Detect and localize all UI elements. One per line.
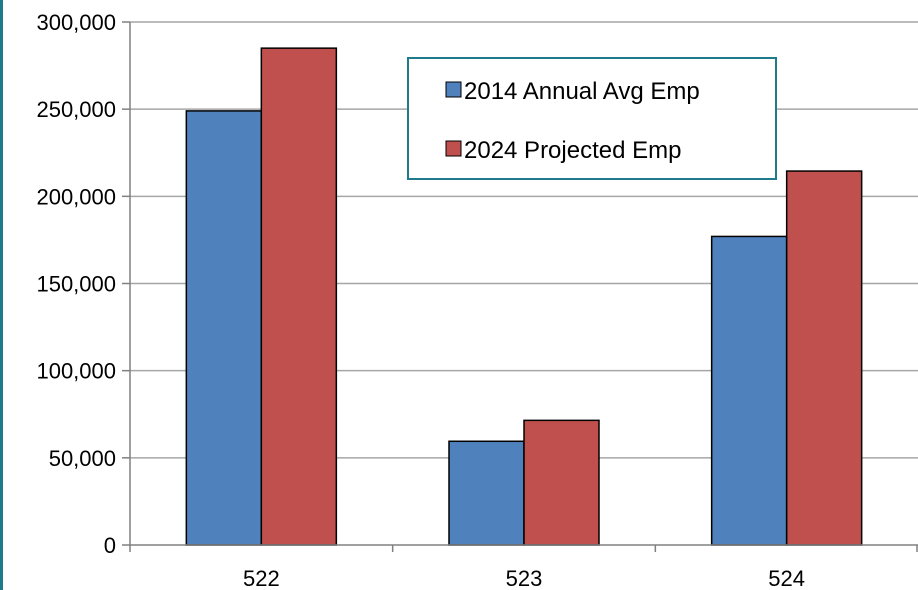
bar-series2-522 [260, 47, 338, 546]
bar-series1-524 [710, 235, 788, 546]
x-tick-label: 524 [768, 566, 805, 590]
legend-label: 2014 Annual Avg Emp [464, 78, 700, 105]
bar-series1-522 [185, 110, 263, 546]
y-tick-label: 250,000 [36, 97, 116, 122]
x-tick-label: 522 [243, 566, 280, 590]
y-tick-label: 0 [104, 533, 116, 558]
y-tick-label: 200,000 [36, 184, 116, 209]
y-tick-label: 100,000 [36, 359, 116, 384]
y-tick-label: 50,000 [49, 446, 116, 471]
x-tick-label: 523 [506, 566, 543, 590]
bar-series2-523 [523, 419, 600, 546]
frame-edge [0, 0, 3, 590]
bars [185, 47, 863, 546]
axes: 0 50,000 100,000 150,000 200,000 250,000 300,0… [36, 10, 918, 590]
bar-series2-524 [785, 170, 863, 546]
legend-box [407, 57, 777, 180]
y-tick-label: 300,000 [36, 10, 116, 35]
legend-swatch [445, 140, 462, 157]
legend-swatch [445, 81, 462, 98]
legend: 2014 Annual Avg Emp 2024 Projected Emp [407, 57, 777, 180]
legend-label: 2024 Projected Emp [464, 137, 681, 164]
bar-series1-523 [448, 440, 525, 546]
y-tick-label: 150,000 [36, 272, 116, 297]
